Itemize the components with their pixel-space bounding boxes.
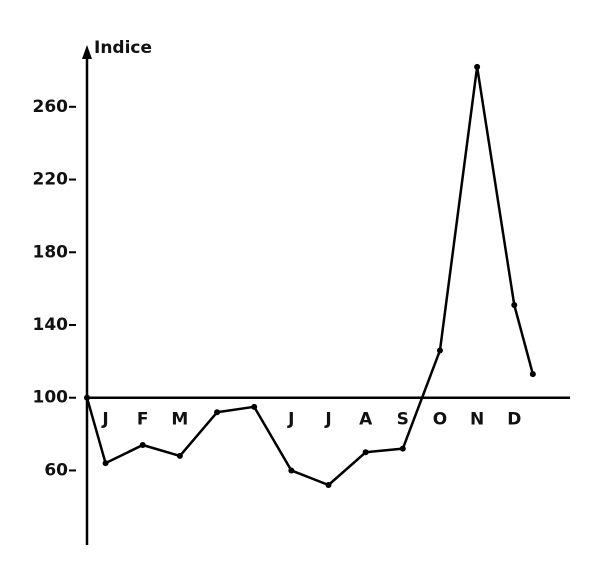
point <box>84 394 90 401</box>
y-tick-label: 180 <box>33 242 69 262</box>
point <box>102 460 109 467</box>
point <box>176 452 183 459</box>
x-tick-label: J <box>287 410 294 430</box>
point <box>436 347 443 354</box>
point <box>474 63 481 70</box>
x-tick-label: O <box>433 410 447 430</box>
x-tick-label: F <box>137 410 149 430</box>
point <box>139 442 146 448</box>
x-tick-label: J <box>324 410 331 430</box>
y-tick-label: 100 <box>33 388 69 408</box>
point <box>529 371 536 378</box>
y-tick-label: 140 <box>33 315 69 335</box>
x-tick-label: A <box>359 410 373 430</box>
x-tick-label: M <box>171 410 188 430</box>
point <box>251 403 258 410</box>
x-tick-label: S <box>397 410 409 430</box>
point <box>362 449 369 456</box>
x-tick-label: N <box>470 410 484 430</box>
y-axis-arrow <box>82 45 92 59</box>
y-tick-label: 60 <box>44 460 68 480</box>
point <box>511 302 518 308</box>
line <box>85 65 535 487</box>
y-tick-label: 260 <box>33 97 69 117</box>
y-axis-title: Indice <box>94 38 152 58</box>
x-tick-label: J <box>101 410 108 430</box>
point <box>288 467 295 474</box>
point <box>325 482 332 488</box>
point <box>214 409 221 416</box>
x-tick-label: D <box>507 410 521 430</box>
y-tick-label: 220 <box>33 170 69 190</box>
point <box>399 445 406 452</box>
